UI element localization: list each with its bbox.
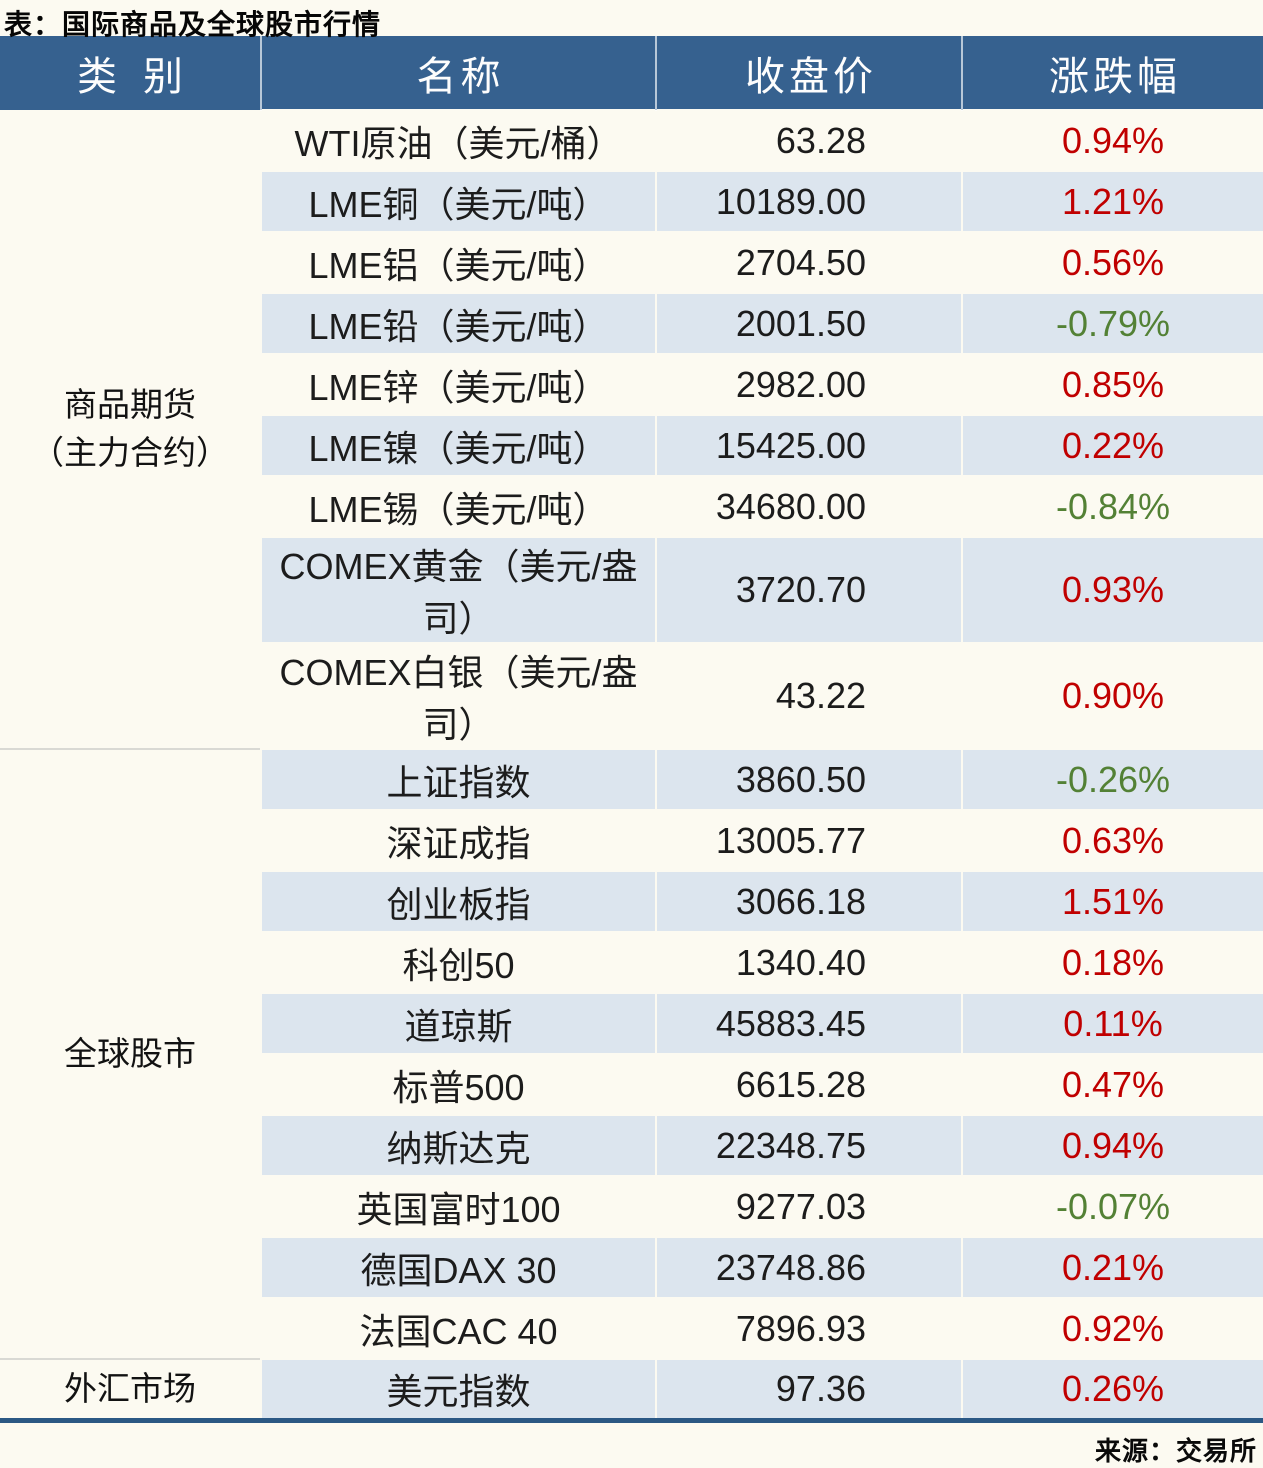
close-price: 45883.45 — [655, 992, 962, 1054]
change-percent: 0.63% — [961, 809, 1263, 871]
header-close-price: 收盘价 — [655, 36, 962, 110]
close-price: 10189.00 — [655, 170, 962, 232]
table-row: LME锌（美元/吨） 2982.00 0.85% — [0, 353, 1263, 415]
close-price: 13005.77 — [655, 809, 962, 871]
table-row: 法国CAC 40 7896.93 0.92% — [0, 1297, 1263, 1359]
change-percent: 0.47% — [961, 1053, 1263, 1115]
change-percent: -0.84% — [961, 475, 1263, 537]
table-row: 德国DAX 30 23748.86 0.21% — [0, 1236, 1263, 1298]
instrument-name: WTI原油（美元/桶） — [260, 109, 656, 171]
close-price: 3720.70 — [655, 536, 962, 643]
change-percent: 0.85% — [961, 353, 1263, 415]
table-row: COMEX白银（美元/盎司） 43.22 0.90% — [0, 642, 1263, 749]
table-row: LME铜（美元/吨） 10189.00 1.21% — [0, 170, 1263, 232]
change-percent: 0.56% — [961, 231, 1263, 293]
change-percent: 1.21% — [961, 170, 1263, 232]
change-percent: 0.94% — [961, 1114, 1263, 1176]
instrument-name: COMEX白银（美元/盎司） — [260, 642, 656, 749]
close-price: 7896.93 — [655, 1297, 962, 1359]
table-row: 英国富时100 9277.03 -0.07% — [0, 1175, 1263, 1237]
instrument-name: COMEX黄金（美元/盎司） — [260, 536, 656, 643]
header-change-percent: 涨跌幅 — [961, 36, 1263, 110]
instrument-name: 英国富时100 — [260, 1175, 656, 1237]
instrument-name: 道琼斯 — [260, 992, 656, 1054]
category-label-line2: （主力合约） — [31, 434, 229, 471]
instrument-name: LME镍（美元/吨） — [260, 414, 656, 476]
instrument-name: 美元指数 — [260, 1358, 656, 1420]
change-percent: 0.21% — [961, 1236, 1263, 1298]
close-price: 9277.03 — [655, 1175, 962, 1237]
close-price: 2001.50 — [655, 292, 962, 354]
source-note: 来源：交易所 — [1094, 1435, 1257, 1466]
close-price: 2704.50 — [655, 231, 962, 293]
change-percent: -0.07% — [961, 1175, 1263, 1237]
change-percent: 0.18% — [961, 931, 1263, 993]
close-price: 22348.75 — [655, 1114, 962, 1176]
category-cell: 商品期货 （主力合约） — [0, 110, 261, 749]
market-table: 类别 名称 收盘价 涨跌幅 商品期货 （主力合约） WTI原油（美元/桶） 63.28… — [0, 36, 1263, 1423]
close-price: 43.22 — [655, 642, 962, 749]
instrument-name: LME锌（美元/吨） — [260, 353, 656, 415]
table-row: 深证成指 13005.77 0.63% — [0, 809, 1263, 871]
change-percent: 0.11% — [961, 992, 1263, 1054]
change-percent: -0.79% — [961, 292, 1263, 354]
change-percent: 0.92% — [961, 1297, 1263, 1359]
category-label-line1: 商品期货 — [64, 386, 196, 423]
instrument-name: LME铝（美元/吨） — [260, 231, 656, 293]
header-name: 名称 — [260, 36, 656, 110]
instrument-name: 法国CAC 40 — [260, 1297, 656, 1359]
close-price: 97.36 — [655, 1358, 962, 1420]
table-row: 纳斯达克 22348.75 0.94% — [0, 1114, 1263, 1176]
table-row: LME铅（美元/吨） 2001.50 -0.79% — [0, 292, 1263, 354]
header-row: 类别 名称 收盘价 涨跌幅 — [0, 36, 1263, 110]
category-cell: 全球股市 — [0, 748, 261, 1359]
close-price: 34680.00 — [655, 475, 962, 537]
table-row: 全球股市 上证指数 3860.50 -0.26% — [0, 748, 1263, 1359]
table-row: 创业板指 3066.18 1.51% — [0, 870, 1263, 932]
table-row: LME铝（美元/吨） 2704.50 0.56% — [0, 231, 1263, 293]
close-price: 3860.50 — [655, 748, 962, 810]
table-row: LME镍（美元/吨） 15425.00 0.22% — [0, 414, 1263, 476]
change-percent: 0.94% — [961, 109, 1263, 171]
change-percent: 0.22% — [961, 414, 1263, 476]
instrument-name: 上证指数 — [260, 748, 656, 810]
close-price: 6615.28 — [655, 1053, 962, 1115]
instrument-name: 科创50 — [260, 931, 656, 993]
close-price: 15425.00 — [655, 414, 962, 476]
close-price: 63.28 — [655, 109, 962, 171]
change-percent: 0.26% — [961, 1358, 1263, 1420]
close-price: 2982.00 — [655, 353, 962, 415]
page-title: 表：国际商品及全球股市行情 — [4, 9, 382, 40]
instrument-name: 德国DAX 30 — [260, 1236, 656, 1298]
instrument-name: 标普500 — [260, 1053, 656, 1115]
change-percent: 0.90% — [961, 642, 1263, 749]
table-row: 商品期货 （主力合约） WTI原油（美元/桶） 63.28 0.94% — [0, 109, 1263, 749]
instrument-name: 纳斯达克 — [260, 1114, 656, 1176]
close-price: 23748.86 — [655, 1236, 962, 1298]
change-percent: 1.51% — [961, 870, 1263, 932]
instrument-name: LME铅（美元/吨） — [260, 292, 656, 354]
change-percent: 0.93% — [961, 536, 1263, 643]
table-row: LME锡（美元/吨） 34680.00 -0.84% — [0, 475, 1263, 537]
instrument-name: LME铜（美元/吨） — [260, 170, 656, 232]
category-cell: 外汇市场 — [0, 1358, 261, 1420]
close-price: 1340.40 — [655, 931, 962, 993]
close-price: 3066.18 — [655, 870, 962, 932]
table-row: 道琼斯 45883.45 0.11% — [0, 992, 1263, 1054]
table-row: 标普500 6615.28 0.47% — [0, 1053, 1263, 1115]
table-row: COMEX黄金（美元/盎司） 3720.70 0.93% — [0, 536, 1263, 643]
instrument-name: LME锡（美元/吨） — [260, 475, 656, 537]
change-percent: -0.26% — [961, 748, 1263, 810]
table-row: 外汇市场 美元指数 97.36 0.26% — [0, 1358, 1263, 1420]
table-row: 科创50 1340.40 0.18% — [0, 931, 1263, 993]
instrument-name: 创业板指 — [260, 870, 656, 932]
header-category: 类别 — [0, 36, 261, 110]
instrument-name: 深证成指 — [260, 809, 656, 871]
